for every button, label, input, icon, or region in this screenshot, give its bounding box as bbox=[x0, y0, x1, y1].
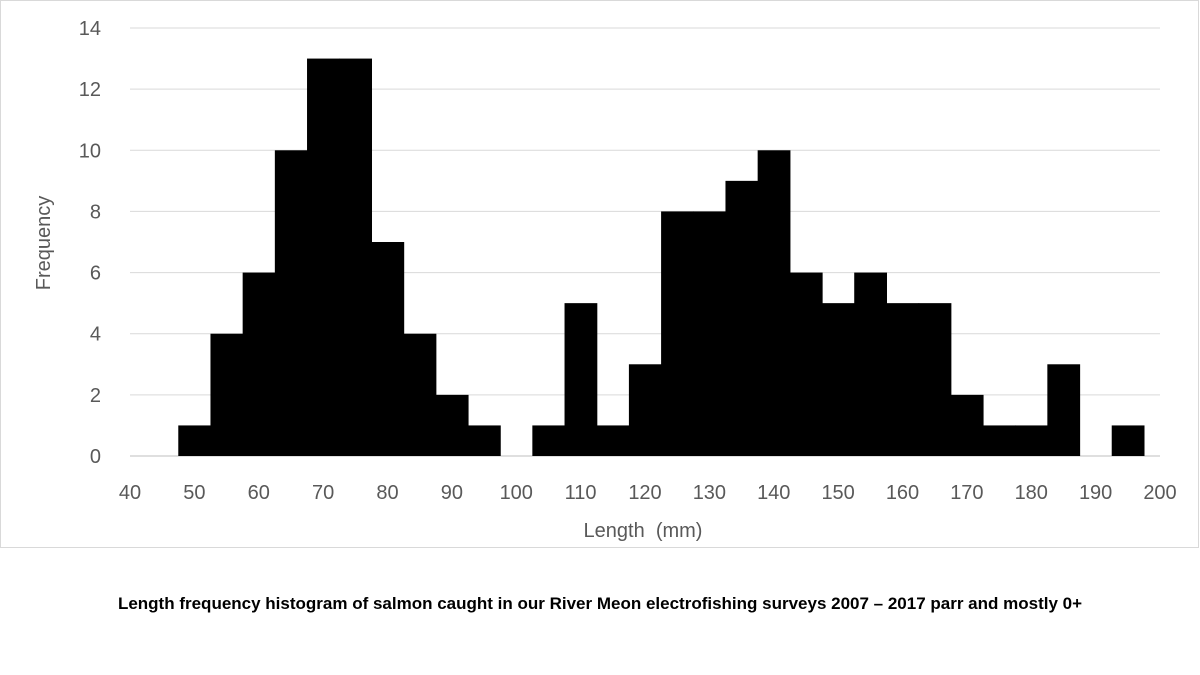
histogram-bar bbox=[982, 425, 1016, 456]
figure-caption: Length frequency histogram of salmon cau… bbox=[117, 594, 1083, 613]
histogram-bar bbox=[789, 272, 823, 456]
x-tick-label: 100 bbox=[500, 482, 533, 504]
x-tick-label: 80 bbox=[376, 482, 398, 504]
histogram-bar bbox=[693, 211, 727, 456]
y-tick-label: 2 bbox=[90, 385, 101, 407]
histogram-bar bbox=[339, 58, 373, 456]
histogram-bar bbox=[564, 303, 598, 456]
y-tick-label: 14 bbox=[79, 18, 101, 40]
x-tick-label: 180 bbox=[1015, 482, 1048, 504]
x-tick-label: 150 bbox=[821, 482, 854, 504]
histogram-bar bbox=[1111, 425, 1145, 456]
x-tick-label: 90 bbox=[441, 482, 463, 504]
x-tick-label: 60 bbox=[248, 482, 270, 504]
x-tick-label: 160 bbox=[886, 482, 919, 504]
x-tick-label: 200 bbox=[1143, 482, 1176, 504]
y-tick-label: 4 bbox=[90, 324, 101, 346]
x-tick-label: 130 bbox=[693, 482, 726, 504]
y-tick-label: 6 bbox=[90, 263, 101, 285]
histogram-bar bbox=[1015, 425, 1048, 456]
x-axis-title: Length (mm) bbox=[584, 520, 703, 542]
chart-frame: 0 2 4 6 8 10 12 14 40 50 60 70 80 90 100 110 120 130 140 1… bbox=[0, 0, 1199, 548]
y-tick-labels: 0 2 4 6 8 10 12 14 bbox=[79, 18, 101, 468]
x-tick-label: 70 bbox=[312, 482, 334, 504]
histogram-bar bbox=[596, 425, 630, 456]
histogram-bar bbox=[435, 394, 469, 456]
histogram-bar bbox=[403, 333, 437, 456]
y-tick-label: 10 bbox=[79, 140, 101, 162]
histogram-bar bbox=[725, 180, 759, 456]
histogram-bar bbox=[371, 242, 405, 456]
histogram-chart: 0 2 4 6 8 10 12 14 40 50 60 70 80 90 100 110 120 130 140 1… bbox=[33, 18, 1177, 542]
y-tick-label: 0 bbox=[90, 446, 101, 468]
histogram-bar bbox=[532, 425, 566, 456]
histogram-bar bbox=[178, 425, 212, 456]
histogram-bar bbox=[274, 150, 308, 457]
x-tick-label: 140 bbox=[757, 482, 790, 504]
histogram-bar bbox=[854, 272, 888, 456]
histogram-bar bbox=[950, 394, 984, 456]
x-tick-labels: 40 50 60 70 80 90 100 110 120 130 140 150 160 170 180 1… bbox=[119, 482, 1177, 504]
x-tick-label: 50 bbox=[183, 482, 205, 504]
histogram-bar bbox=[1047, 364, 1081, 456]
histogram-bar bbox=[210, 333, 244, 456]
y-tick-label: 12 bbox=[79, 79, 101, 101]
y-tick-label: 8 bbox=[90, 201, 101, 223]
x-tick-label: 110 bbox=[565, 482, 597, 504]
histogram-bars bbox=[178, 58, 1145, 457]
y-axis-title: Frequency bbox=[33, 196, 55, 291]
x-tick-label: 190 bbox=[1079, 482, 1112, 504]
histogram-bar bbox=[886, 303, 920, 456]
histogram-bar bbox=[661, 211, 694, 456]
x-tick-label: 170 bbox=[950, 482, 983, 504]
x-tick-label: 40 bbox=[119, 482, 141, 504]
histogram-bar bbox=[757, 150, 791, 457]
x-tick-label: 120 bbox=[628, 482, 661, 504]
histogram-bar bbox=[307, 58, 340, 456]
histogram-bar bbox=[918, 303, 952, 456]
histogram-bar bbox=[467, 425, 501, 456]
histogram-bar bbox=[628, 364, 662, 456]
histogram-bar bbox=[822, 303, 855, 456]
histogram-bar bbox=[242, 272, 276, 456]
